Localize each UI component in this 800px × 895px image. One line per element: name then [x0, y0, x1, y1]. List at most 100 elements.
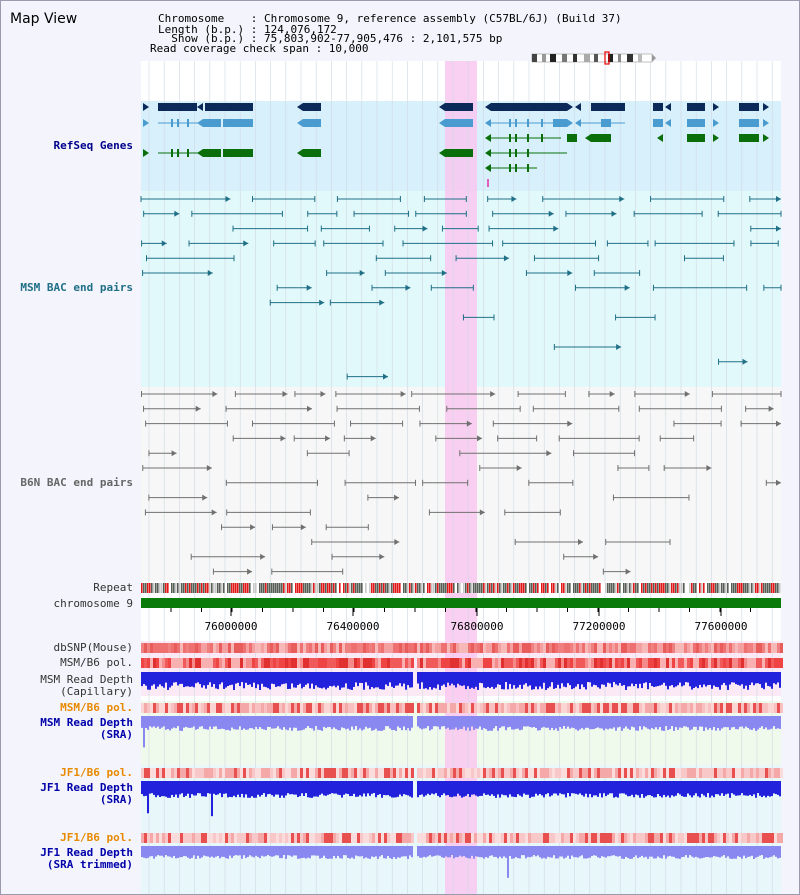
jf1-depth-sra-bar: [233, 781, 235, 796]
track-label-jf1-b6-pol-1[interactable]: JF1/B6 pol.: [60, 766, 133, 779]
repeat-mark: [221, 583, 223, 593]
track-label-jf1-depth-trim[interactable]: JF1 Read Depth: [40, 846, 133, 859]
msm-b6-pol2-heat-cell: [369, 703, 372, 713]
msm-depth-sra-bar: [691, 716, 693, 730]
jf1-b6-pol-heat-cell: [642, 768, 645, 778]
msm-b6-pol-heat-cell: [522, 658, 525, 668]
repeat-mark: [305, 583, 307, 593]
track-label-msm-depth-sra[interactable]: MSM Read Depth: [40, 716, 133, 729]
refseq-gene-row1-strand-arrow: [713, 103, 719, 111]
dbsnp-heat-cell: [165, 643, 168, 653]
repeat-mark: [733, 583, 735, 593]
msm-depth-sra-bar: [177, 716, 179, 727]
jf1-depth-sra-bar: [399, 781, 401, 795]
dbsnp-heat-cell: [351, 643, 354, 653]
msm-b6-pol-heat-cell: [378, 658, 381, 668]
repeat-mark: [543, 583, 545, 593]
track-label-jf1-depth-sra[interactable]: JF1 Read Depth: [40, 781, 133, 794]
msm-b6-pol2-heat-cell: [300, 703, 303, 713]
track-label-dbsnp[interactable]: dbSNP(Mouse): [53, 641, 133, 654]
refseq-gene-row4-exon-tick: [171, 149, 173, 157]
msm-depth-sra-bar: [279, 716, 281, 729]
jf1-depth-sra-bar: [525, 781, 527, 795]
jf1-depth-trim-bar: [221, 846, 223, 857]
msm-depth-cap-bar: [203, 672, 205, 686]
jf1-depth-trim-bar: [403, 846, 405, 857]
jf1-depth-trim-bar: [339, 846, 341, 859]
track-label-msm-bac[interactable]: MSM BAC end pairs: [20, 281, 133, 294]
refseq-gene-row2-exon: [203, 119, 221, 127]
msm-depth-sra-bar: [183, 716, 185, 728]
repeat-mark: [419, 583, 421, 593]
msm-bac-pair-arrow: [405, 284, 411, 291]
jf1-depth-sra-bar: [181, 781, 183, 794]
jf1-b6-pol-heat-cell: [387, 768, 390, 778]
jf1-b6-pol-heat-cell: [708, 768, 711, 778]
msm-depth-cap-bar: [317, 672, 319, 688]
msm-depth-sra-bar: [381, 716, 383, 731]
msm-depth-cap-bar: [379, 672, 381, 690]
track-label-msm-b6-pol-1[interactable]: MSM/B6 pol.: [60, 656, 133, 669]
msm-depth-sra-bar: [199, 716, 201, 727]
jf1-depth-sra-bar: [481, 781, 483, 796]
track-label-msm-depth-cap[interactable]: MSM Read Depth: [40, 673, 133, 686]
dbsnp-heat-cell: [672, 643, 675, 653]
msm-b6-pol-heat-cell: [774, 658, 777, 668]
jf1-b6-pol-heat-cell: [330, 768, 333, 778]
dbsnp-heat-cell: [690, 643, 693, 653]
jf1-b6-pol2-heat-cell: [231, 833, 234, 843]
track-label-msm-b6-pol-2[interactable]: MSM/B6 pol.: [60, 701, 133, 714]
track-label-b6n-bac[interactable]: B6N BAC end pairs: [20, 476, 133, 489]
jf1-b6-pol2-heat-cell: [249, 833, 252, 843]
msm-depth-cap-bar: [405, 672, 407, 690]
jf1-b6-pol-heat-cell: [327, 768, 330, 778]
jf1-depth-trim-bar: [239, 846, 241, 856]
msm-depth-cap-bar: [255, 672, 257, 689]
msm-depth-cap-bar: [627, 672, 629, 687]
track-label-jf1-b6-pol-2[interactable]: JF1/B6 pol.: [60, 831, 133, 844]
jf1-depth-sra-bar: [391, 781, 393, 798]
jf1-depth-trim-bar: [537, 846, 539, 856]
jf1-depth-sra-bar: [765, 781, 767, 798]
jf1-depth-sra-bar: [539, 781, 541, 794]
repeat-mark: [517, 583, 519, 593]
msm-b6-pol2-heat-cell: [729, 703, 732, 713]
jf1-depth-sra-bar: [323, 781, 325, 796]
msm-depth-cap-bar: [701, 672, 703, 688]
jf1-depth-trim-bar: [453, 846, 455, 859]
msm-depth-cap-bar: [439, 672, 441, 690]
msm-b6-pol2-heat-cell: [387, 703, 390, 713]
repeat-mark: [507, 583, 509, 593]
msm-b6-pol-heat-cell: [162, 658, 165, 668]
repeat-mark: [485, 583, 487, 593]
msm-b6-pol-heat-cell: [591, 658, 594, 668]
jf1-depth-sra-bar: [215, 781, 217, 796]
repeat-mark: [291, 583, 293, 593]
repeat-mark: [411, 583, 413, 593]
msm-b6-pol2-heat-cell: [627, 703, 630, 713]
jf1-depth-trim-bar: [615, 846, 617, 857]
msm-depth-cap-bar: [543, 672, 545, 683]
repeat-mark: [213, 583, 215, 593]
msm-depth-cap-bar: [219, 672, 221, 685]
b6n-bac-pair-arrow: [211, 509, 217, 516]
track-label-repeat[interactable]: Repeat: [93, 581, 133, 594]
jf1-depth-sra-bar: [443, 781, 445, 794]
jf1-b6-pol-heat-cell: [570, 768, 573, 778]
msm-b6-pol2-heat-cell: [291, 703, 294, 713]
msm-depth-sra-bar: [751, 716, 753, 730]
msm-b6-pol-heat-cell: [393, 658, 396, 668]
jf1-depth-trim-bar: [751, 846, 753, 856]
jf1-depth-trim-bar: [463, 846, 465, 857]
jf1-b6-pol-heat-cell: [189, 768, 192, 778]
msm-depth-sra-bar: [651, 716, 653, 729]
msm-depth-cap-bar: [679, 672, 681, 683]
track-label-refseq-genes[interactable]: RefSeq Genes: [53, 139, 133, 152]
msm-depth-cap-bar: [567, 672, 569, 684]
jf1-b6-pol2-heat-cell: [300, 833, 303, 843]
dbsnp-heat-cell: [174, 643, 177, 653]
repeat-mark: [333, 583, 335, 593]
msm-depth-sra-bar: [531, 716, 533, 728]
msm-depth-cap-bar: [311, 672, 313, 684]
